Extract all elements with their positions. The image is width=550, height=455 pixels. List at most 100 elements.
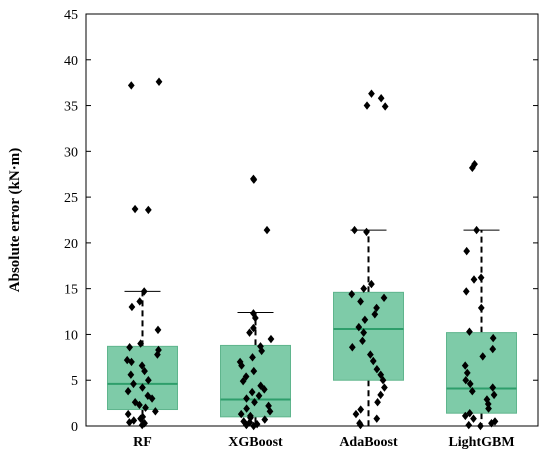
- data-point: [141, 419, 148, 428]
- data-point: [491, 417, 499, 426]
- y-tick-label: 30: [64, 145, 78, 160]
- points-xgboost: [236, 174, 275, 431]
- data-point: [243, 394, 250, 403]
- data-point: [138, 361, 146, 370]
- data-point: [479, 352, 487, 361]
- points-lightgbm: [461, 159, 499, 431]
- data-point: [483, 395, 491, 404]
- box-rf: [107, 290, 178, 427]
- data-point: [124, 387, 132, 396]
- data-point: [267, 334, 275, 344]
- data-point: [155, 77, 163, 86]
- data-points: [123, 77, 499, 431]
- data-point: [257, 381, 265, 390]
- data-point: [128, 302, 136, 312]
- data-point: [366, 350, 374, 359]
- y-tick-label: 20: [64, 237, 78, 252]
- y-tick-label: 35: [64, 100, 78, 115]
- data-point: [265, 401, 272, 411]
- data-point: [490, 390, 498, 400]
- data-point: [462, 376, 470, 385]
- data-point: [356, 419, 363, 428]
- points-rf: [123, 77, 163, 430]
- boxes: [107, 229, 517, 427]
- data-point: [485, 404, 492, 413]
- data-point: [363, 101, 371, 110]
- data-point: [250, 366, 258, 376]
- data-point: [369, 356, 377, 366]
- data-point: [131, 204, 139, 214]
- data-point: [253, 419, 261, 429]
- x-category-label: RF: [133, 435, 152, 450]
- data-point: [355, 322, 363, 332]
- data-point: [123, 355, 131, 365]
- data-point: [237, 409, 245, 419]
- data-point: [363, 227, 370, 237]
- data-point: [466, 408, 474, 418]
- data-point: [377, 370, 385, 379]
- data-point: [461, 411, 469, 421]
- data-point: [126, 343, 133, 352]
- data-point: [357, 405, 365, 414]
- data-point: [463, 246, 471, 256]
- data-point: [381, 383, 388, 392]
- data-point: [250, 174, 257, 183]
- data-point: [360, 284, 368, 293]
- data-point: [248, 387, 256, 397]
- box-adaboost: [333, 229, 404, 427]
- data-point: [131, 397, 139, 407]
- data-point: [130, 379, 137, 389]
- y-tick-label: 0: [71, 420, 78, 435]
- data-point: [246, 328, 253, 337]
- data-point: [247, 411, 254, 421]
- data-point: [236, 357, 244, 367]
- data-point: [348, 343, 356, 352]
- data-point: [154, 350, 161, 359]
- data-point: [466, 327, 473, 336]
- data-point: [368, 89, 375, 98]
- data-point: [154, 325, 162, 335]
- y-tick-label: 25: [64, 191, 78, 206]
- data-point: [465, 420, 473, 430]
- data-point: [489, 333, 497, 343]
- data-point: [251, 397, 258, 407]
- data-point: [359, 336, 366, 346]
- data-point: [130, 416, 138, 425]
- data-point: [468, 387, 476, 396]
- data-point: [470, 414, 477, 423]
- data-point: [381, 102, 389, 111]
- data-point: [373, 365, 381, 374]
- data-point: [250, 421, 258, 431]
- data-point: [139, 383, 146, 392]
- data-point: [360, 328, 368, 337]
- data-point: [242, 372, 250, 381]
- data-point: [127, 81, 135, 90]
- x-category-label: XGBoost: [228, 435, 283, 450]
- y-tick-label: 40: [64, 54, 78, 69]
- data-point: [141, 366, 148, 376]
- data-point: [373, 414, 381, 423]
- data-point: [257, 342, 264, 351]
- data-point: [240, 417, 248, 426]
- data-point: [461, 361, 469, 370]
- data-point: [374, 397, 381, 407]
- category-labels: RF XGBoost AdaBoost LightGBM: [133, 435, 514, 450]
- data-point: [152, 407, 159, 416]
- y-axis-ticks: 0 5 10 15 20 25 30 35 40 45: [64, 8, 538, 435]
- y-axis-label: Absolute error (kN·m): [7, 148, 23, 292]
- data-point: [488, 419, 495, 428]
- data-point: [380, 293, 388, 303]
- data-point: [144, 376, 152, 385]
- data-point: [239, 376, 247, 386]
- data-point: [477, 273, 485, 282]
- data-point: [471, 159, 478, 169]
- x-category-label: LightGBM: [448, 435, 514, 450]
- data-point: [352, 409, 360, 419]
- box-lightgbm: [446, 229, 517, 427]
- data-point: [155, 345, 162, 355]
- data-point: [463, 368, 471, 378]
- y-tick-label: 15: [64, 283, 78, 298]
- data-point: [144, 205, 152, 215]
- data-point: [357, 297, 364, 306]
